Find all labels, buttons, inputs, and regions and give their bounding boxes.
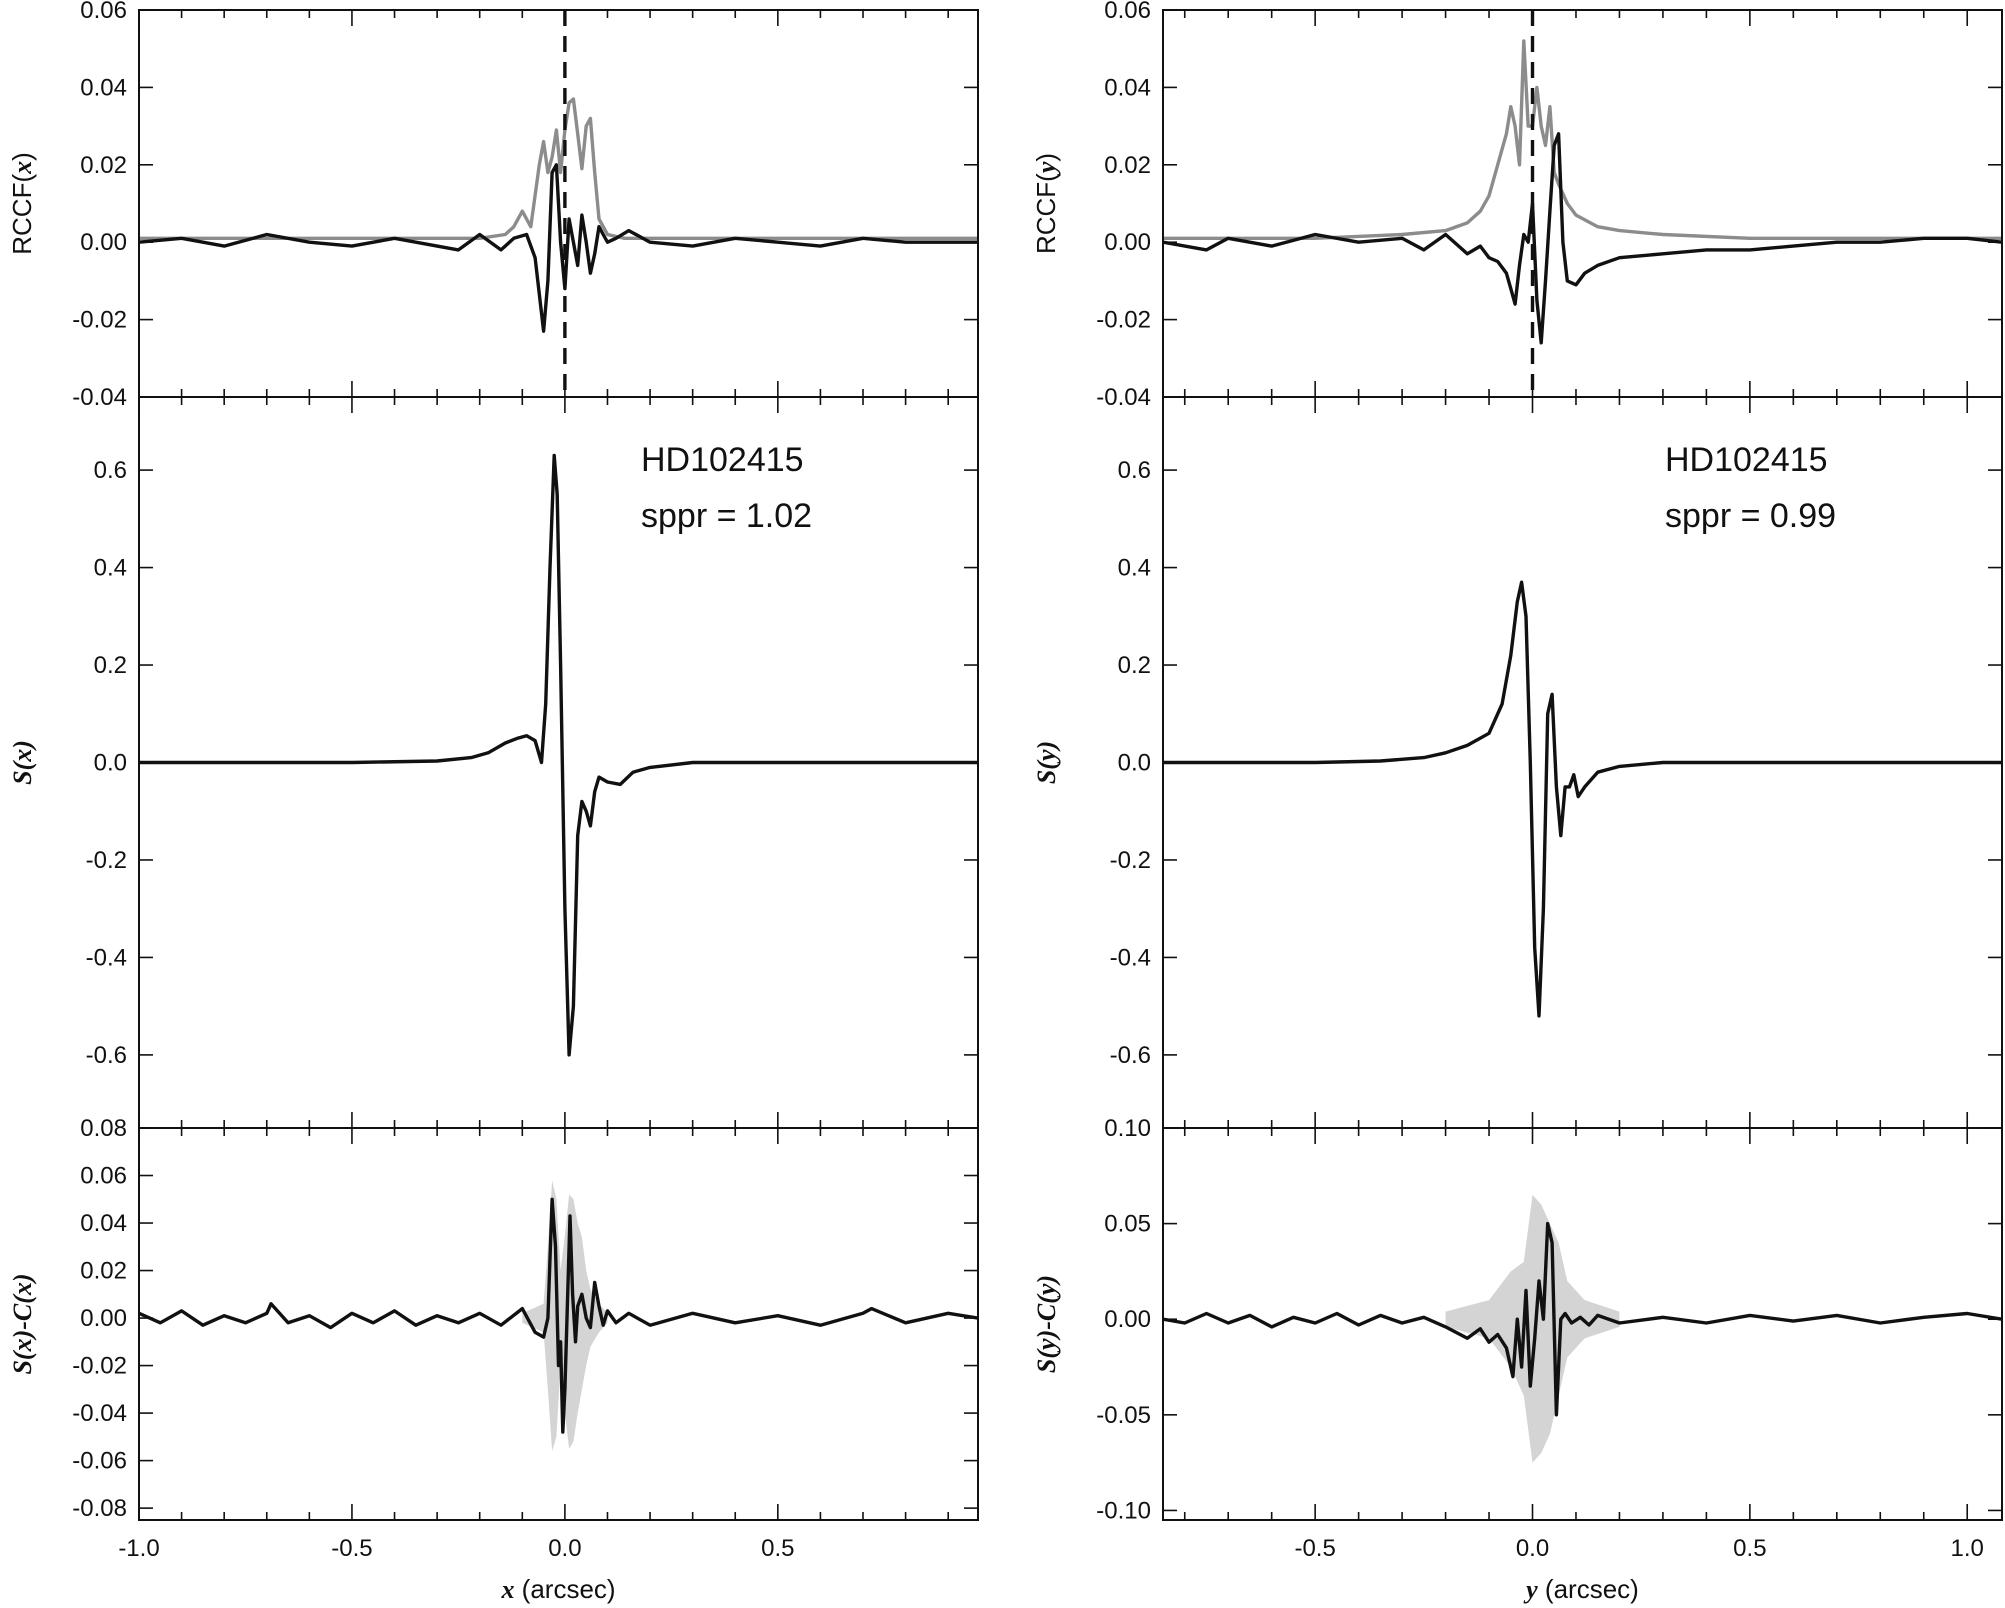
series-line-0: [139, 453, 978, 1057]
ytick-label: -0.05: [1096, 1402, 1151, 1429]
y-title-prefix: RCCF(: [7, 174, 37, 255]
ytick-label: -0.2: [86, 847, 127, 874]
annotation-line: sppr = 0.99: [1665, 497, 1836, 535]
series-line-1: [139, 163, 978, 333]
plot-area: [1163, 580, 2002, 1018]
panel-resid-x: 0.08 0.06 0.04 0.02 0.00 -0.02 -0.04 -0.06 -0.08…: [8, 1115, 979, 1604]
ytick-label: -0.06: [72, 1448, 127, 1475]
ytick-label: 0.04: [80, 1210, 127, 1237]
ytick-label: 0.06: [80, 0, 127, 24]
y-title-var: S(x)-C(x): [8, 1273, 37, 1374]
series-line-1: [1163, 132, 2002, 345]
plot-area: [139, 1180, 978, 1452]
ytick-label: -0.04: [72, 1400, 127, 1427]
ytick-label: -0.6: [1110, 1042, 1151, 1069]
annotation-line: sppr = 1.02: [641, 497, 812, 535]
ytick-label: -0.08: [72, 1495, 127, 1522]
y-title-var: y: [1032, 161, 1061, 176]
x-axis-title: x (arcsec): [500, 1574, 615, 1604]
y-axis-title: RCCF(x): [7, 152, 37, 255]
xtick-label: -0.5: [1294, 1535, 1335, 1562]
panel-rccf-y: 0.06 0.04 0.02 0.00 -0.02 -0.04 RCCF(y): [1031, 0, 2003, 411]
ytick-label: 0.04: [80, 74, 127, 101]
xtick-label: 0.0: [548, 1535, 581, 1562]
ytick-label: 0.00: [80, 1305, 127, 1332]
x-title-var: x: [500, 1575, 514, 1604]
plot-area: [1163, 39, 2002, 345]
y-title-prefix: RCCF(: [1031, 173, 1061, 254]
y-title-suffix: ): [7, 152, 37, 161]
ytick-label: -0.02: [72, 307, 127, 334]
y-axis-title: RCCF(y): [1031, 153, 1061, 254]
ytick-label: -0.2: [1110, 847, 1151, 874]
ytick-label: -0.10: [1096, 1497, 1151, 1524]
ytick-label: 0.08: [80, 1115, 127, 1142]
ytick-label: 0.6: [94, 457, 127, 484]
y-axis-title: S(y)-C(y): [1032, 1275, 1061, 1373]
plot-area: [139, 453, 978, 1057]
ytick-label: 0.2: [94, 652, 127, 679]
ytick-label: 0.02: [1104, 152, 1151, 179]
ytick-label: -0.04: [72, 384, 127, 411]
ytick-label: 0.06: [80, 1163, 127, 1190]
xtick-label: -1.0: [118, 1535, 159, 1562]
annotation-line: HD102415: [641, 441, 804, 479]
series-line-0: [1163, 580, 2002, 1018]
annotation-line: HD102415: [1665, 441, 1828, 479]
x-axis-title: y (arcsec): [1523, 1574, 1639, 1604]
uncertainty-band: [522, 1180, 608, 1452]
ytick-label: 0.02: [80, 1258, 127, 1285]
uncertainty-band: [1445, 1194, 1620, 1463]
ytick-label: 0.0: [1118, 750, 1151, 777]
ytick-label: 0.4: [94, 555, 127, 582]
xtick-label: 0.5: [1733, 1535, 1766, 1562]
y-axis-title: S(x): [8, 740, 37, 785]
y-title-var: S(y)-C(y): [1032, 1275, 1061, 1373]
ytick-label: 0.00: [80, 229, 127, 256]
x-title-unit: (arcsec): [1538, 1574, 1639, 1604]
ytick-label: 0.4: [1118, 555, 1151, 582]
ytick-label: 0.04: [1104, 74, 1151, 101]
series-line-0: [1163, 39, 2002, 241]
xtick-label: -0.5: [331, 1535, 372, 1562]
xtick-label: 1.0: [1951, 1535, 1984, 1562]
ytick-label: 0.2: [1118, 652, 1151, 679]
panel-s-x: 0.6 0.4 0.2 0.0 -0.2 -0.4 -0.6 S(x) HD102415 sppr…: [8, 396, 979, 1129]
ytick-label: -0.4: [86, 944, 127, 971]
ytick-label: 0.10: [1104, 1115, 1151, 1142]
y-title-var: S(x): [8, 740, 37, 785]
y-axis-title: S(y): [1032, 741, 1061, 784]
panel-rccf-x: 0.06 0.04 0.02 0.00 -0.02 -0.04 RCCF(x): [7, 0, 979, 411]
plot-area: [1163, 1194, 2002, 1463]
plot-area: [139, 97, 978, 333]
panel-resid-y: 0.10 0.05 0.00 -0.05 -0.10 -0.5 0.0 0.5 1.0 S(y)-…: [1032, 1115, 2003, 1604]
y-title-var: S(y): [1032, 741, 1061, 784]
ytick-label: 0.06: [1104, 0, 1151, 24]
panel-s-y: 0.6 0.4 0.2 0.0 -0.2 -0.4 -0.6 S(y) HD102415 sppr…: [1032, 396, 2003, 1129]
ytick-label: 0.00: [1104, 229, 1151, 256]
ytick-label: -0.6: [86, 1042, 127, 1069]
ytick-label: 0.0: [94, 750, 127, 777]
x-title-var: y: [1523, 1575, 1538, 1604]
xtick-label: 0.0: [1516, 1535, 1549, 1562]
ytick-label: -0.04: [1096, 384, 1151, 411]
series-line-0: [139, 1197, 978, 1434]
ytick-label: 0.00: [1104, 1306, 1151, 1333]
ytick-label: 0.6: [1118, 457, 1151, 484]
panel-frame: [1162, 9, 2003, 398]
panel-frame: [1162, 1127, 2003, 1521]
x-title-unit: (arcsec): [514, 1574, 615, 1604]
ytick-label: 0.02: [80, 152, 127, 179]
y-axis-title: S(x)-C(x): [8, 1273, 37, 1374]
y-title-var: x: [8, 161, 37, 175]
panel-frame: [138, 1127, 979, 1521]
y-title-suffix: ): [1031, 153, 1061, 162]
ytick-label: -0.4: [1110, 944, 1151, 971]
ytick-label: -0.02: [1096, 307, 1151, 334]
ytick-label: -0.02: [72, 1353, 127, 1380]
series-line-0: [1163, 1221, 2002, 1417]
xtick-label: 0.5: [761, 1535, 794, 1562]
ytick-label: 0.05: [1104, 1211, 1151, 1238]
